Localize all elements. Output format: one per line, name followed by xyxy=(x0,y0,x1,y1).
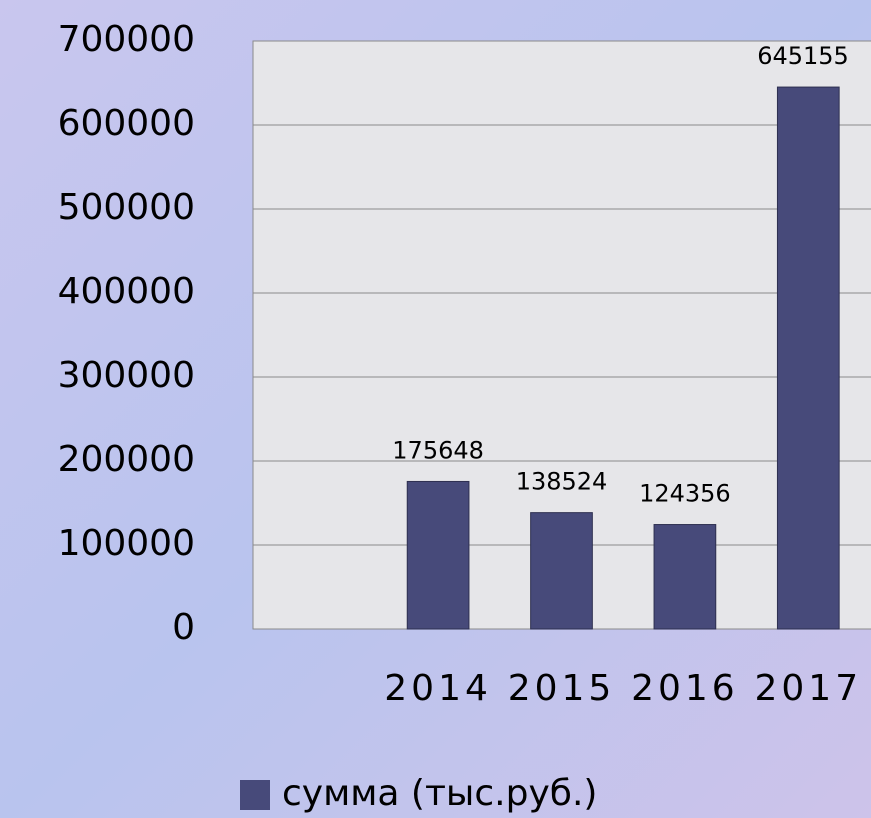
y-tick-label: 300000 xyxy=(58,355,195,396)
x-tick-label: 2016 xyxy=(631,668,739,709)
data-label: 124356 xyxy=(639,480,731,508)
x-tick-label: 2015 xyxy=(508,668,616,709)
y-tick-label: 600000 xyxy=(58,103,195,144)
bar xyxy=(776,86,840,630)
data-label: 138524 xyxy=(516,468,608,496)
x-tick-label: 2017 xyxy=(754,668,862,709)
data-label: 175648 xyxy=(392,436,484,464)
y-tick-label: 0 xyxy=(172,607,195,648)
y-tick-label: 700000 xyxy=(58,19,195,60)
y-tick-label: 500000 xyxy=(58,187,195,228)
bar xyxy=(530,512,593,630)
legend-label: сумма (тыс.руб.) xyxy=(282,773,597,814)
y-tick-label: 200000 xyxy=(58,439,195,480)
legend-swatch xyxy=(240,780,270,810)
bar xyxy=(653,524,717,630)
y-tick-label: 100000 xyxy=(58,523,195,564)
y-tick-label: 400000 xyxy=(58,271,195,312)
bar xyxy=(406,480,470,630)
x-tick-label: 2014 xyxy=(384,668,492,709)
data-label: 645155 xyxy=(757,42,849,70)
